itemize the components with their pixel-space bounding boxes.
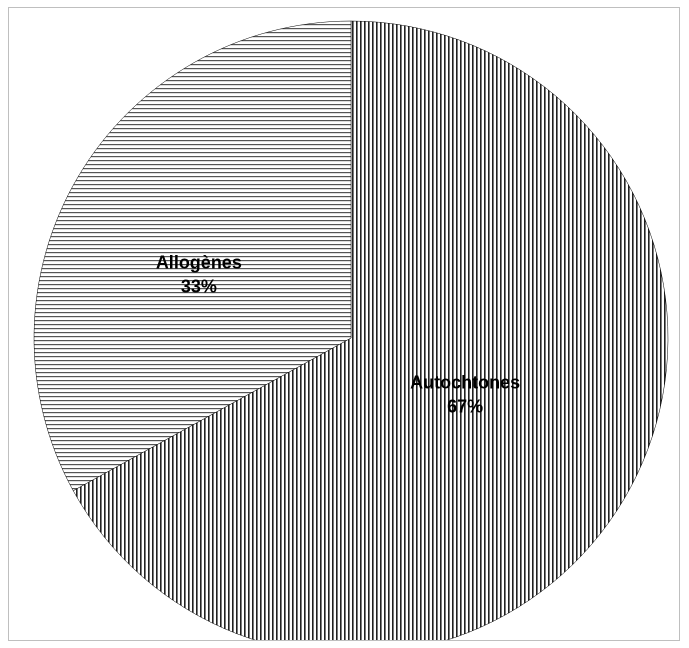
data-label-category: Allogènes	[156, 252, 242, 272]
data-label: Autochtones 67%	[410, 373, 520, 417]
data-label: Allogènes 33%	[156, 252, 242, 296]
pie-slice-allog-nes	[33, 20, 352, 492]
pie-slice-autochtones	[72, 20, 669, 640]
data-label-category: Autochtones	[410, 373, 520, 393]
data-label-percent: 33%	[181, 276, 217, 296]
data-label-percent: 67%	[447, 397, 483, 417]
